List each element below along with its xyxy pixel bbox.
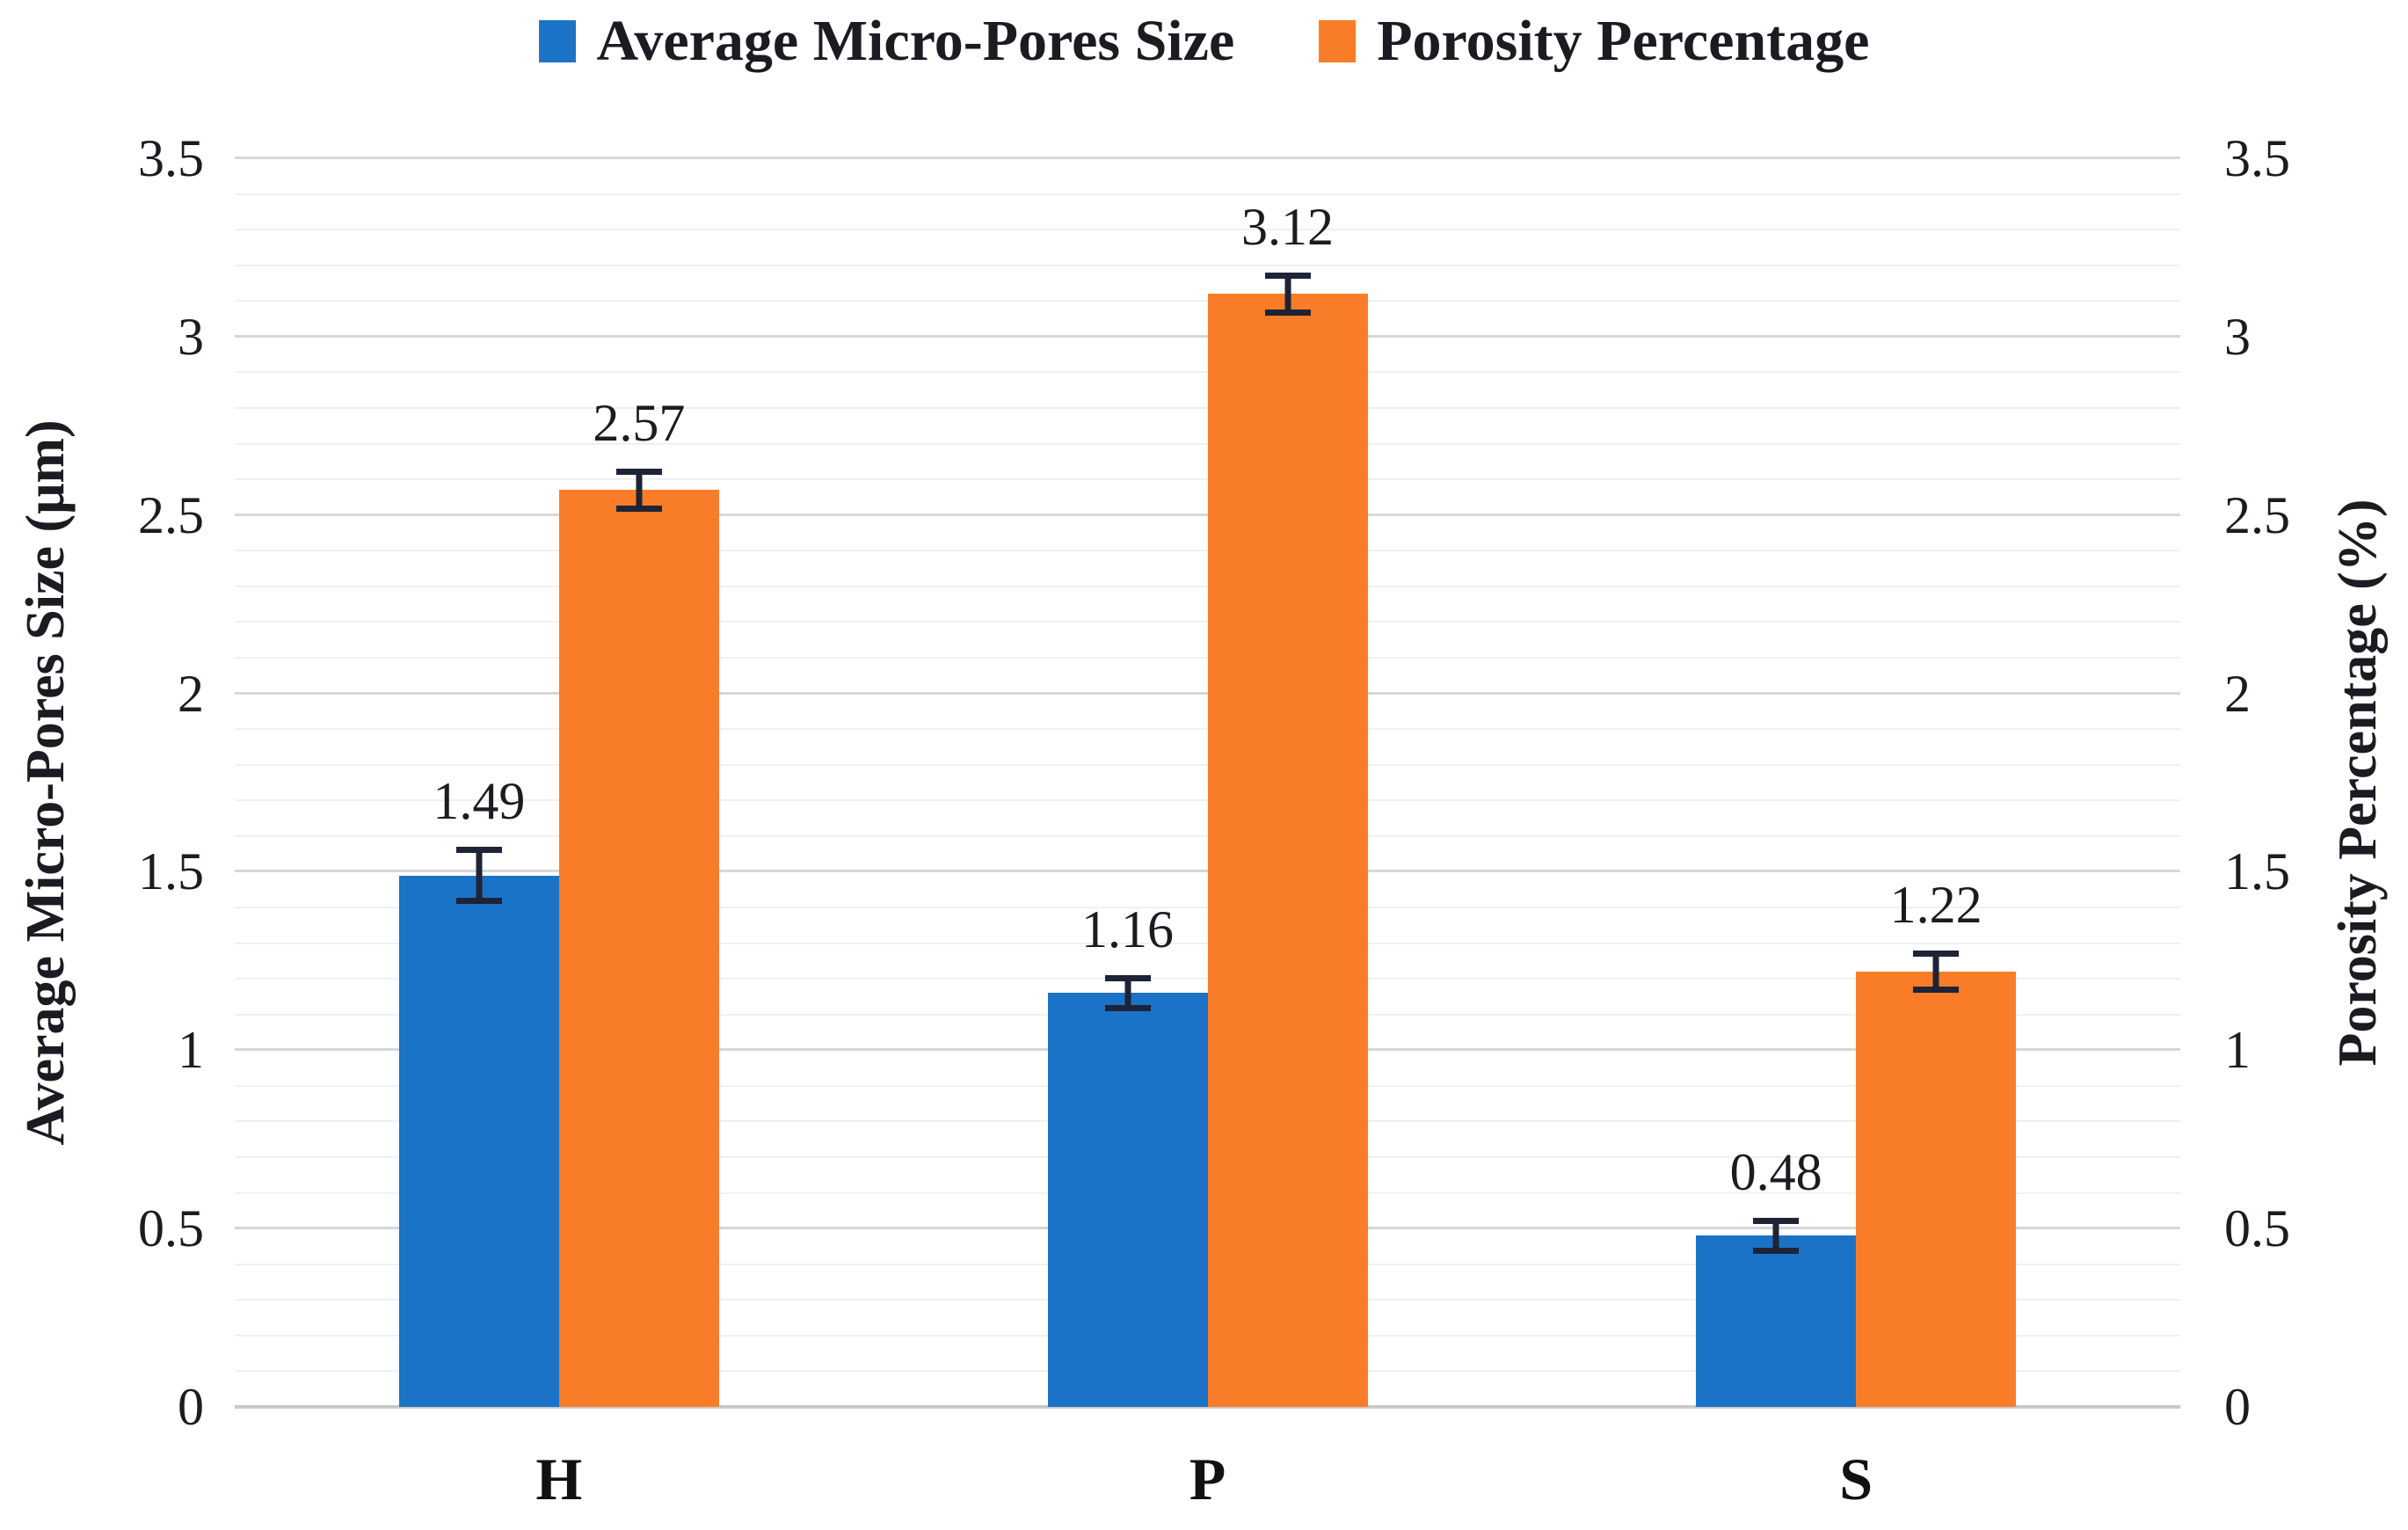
bar-H-porosity-percentage: [558, 490, 719, 1407]
right-tick-label-1: 1: [2224, 1021, 2251, 1080]
x-axis-baseline: [235, 1405, 2180, 1409]
error-bar-part: [615, 505, 662, 512]
legend-item-average-micro-pores-size: Average Micro-Pores Size: [538, 9, 1235, 73]
major-gridline: [235, 157, 2180, 159]
category-label-P: P: [1189, 1446, 1226, 1512]
right-tick-label-3: 3: [2224, 307, 2251, 366]
right-tick-label-1.5: 1.5: [2224, 842, 2290, 901]
left-tick-label-0: 0: [178, 1378, 204, 1436]
error-bar-part: [1284, 272, 1291, 316]
error-bar-part: [455, 897, 502, 904]
legend-swatch-icon: [1319, 20, 1357, 62]
error-bar-part: [1753, 1217, 1800, 1224]
error-bar-P-average-micro-pores-size: [1104, 975, 1151, 1011]
legend-label: Average Micro-Pores Size: [596, 9, 1235, 73]
error-bar-part: [1124, 975, 1131, 1011]
error-bar-part: [615, 469, 662, 475]
bar-P-porosity-percentage: [1207, 294, 1368, 1407]
bar-S-porosity-percentage: [1856, 972, 2017, 1407]
left-tick-label-1: 1: [178, 1021, 204, 1080]
left-tick-label-3: 3: [178, 307, 204, 366]
left-axis-tick-labels: 0 0.5 1 1.5 2 2.5 3 3.5: [0, 132, 207, 1433]
category-label-H: H: [535, 1446, 583, 1512]
data-label-P-average-micro-pores-size: 1.16: [1081, 900, 1174, 959]
error-bar-part: [1932, 950, 1939, 994]
plot-area: 1.49 2.57 1.16 3.12 0.48 1.22: [235, 157, 2180, 1409]
left-tick-label-3.5: 3.5: [138, 129, 204, 187]
left-tick-label-2: 2: [178, 664, 204, 723]
right-tick-label-2: 2: [2224, 664, 2251, 723]
error-bar-part: [1104, 1004, 1151, 1011]
minor-gridline: [235, 193, 2180, 195]
right-tick-label-3.5: 3.5: [2224, 129, 2290, 187]
bar-S-average-micro-pores-size: [1696, 1235, 1857, 1407]
error-bar-part: [1104, 975, 1151, 982]
error-bar-part: [1753, 1247, 1800, 1254]
error-bar-P-porosity-percentage: [1264, 272, 1311, 316]
legend-label: Porosity Percentage: [1377, 9, 1870, 73]
error-bar-S-porosity-percentage: [1913, 950, 1960, 994]
error-bar-S-average-micro-pores-size: [1753, 1217, 1800, 1254]
data-label-H-average-micro-pores-size: 1.49: [433, 772, 526, 831]
error-bar-H-average-micro-pores-size: [455, 847, 502, 904]
right-tick-label-0.5: 0.5: [2224, 1199, 2290, 1258]
minor-gridline: [235, 229, 2180, 231]
error-bar-part: [1772, 1217, 1779, 1254]
bar-P-average-micro-pores-size: [1047, 993, 1208, 1407]
left-tick-label-0.5: 0.5: [138, 1199, 204, 1258]
legend-item-porosity-percentage: Porosity Percentage: [1319, 12, 1869, 70]
bar-H-average-micro-pores-size: [398, 875, 559, 1407]
data-label-P-porosity-percentage: 3.12: [1241, 197, 1334, 256]
error-bar-part: [476, 847, 483, 904]
category-label-S: S: [1839, 1446, 1873, 1512]
chart-legend: Average Micro-Pores Size Porosity Percent…: [538, 9, 1869, 73]
error-bar-part: [1913, 950, 1960, 957]
error-bar-part: [1264, 272, 1311, 279]
data-label-S-average-micro-pores-size: 0.48: [1729, 1142, 1822, 1201]
data-label-S-porosity-percentage: 1.22: [1889, 875, 1982, 934]
left-tick-label-2.5: 2.5: [138, 485, 204, 544]
data-label-H-porosity-percentage: 2.57: [593, 393, 686, 452]
error-bar-part: [1913, 987, 1960, 994]
error-bar-part: [455, 847, 502, 854]
left-tick-label-1.5: 1.5: [138, 842, 204, 901]
legend-swatch-icon: [538, 20, 576, 62]
error-bar-part: [636, 469, 643, 512]
minor-gridline: [235, 264, 2180, 266]
right-tick-label-2.5: 2.5: [2224, 485, 2290, 544]
right-tick-label-0: 0: [2224, 1378, 2251, 1436]
right-axis-tick-labels: 0 0.5 1 1.5 2 2.5 3 3.5: [2212, 132, 2405, 1433]
error-bar-H-porosity-percentage: [615, 469, 662, 512]
error-bar-part: [1264, 309, 1311, 316]
